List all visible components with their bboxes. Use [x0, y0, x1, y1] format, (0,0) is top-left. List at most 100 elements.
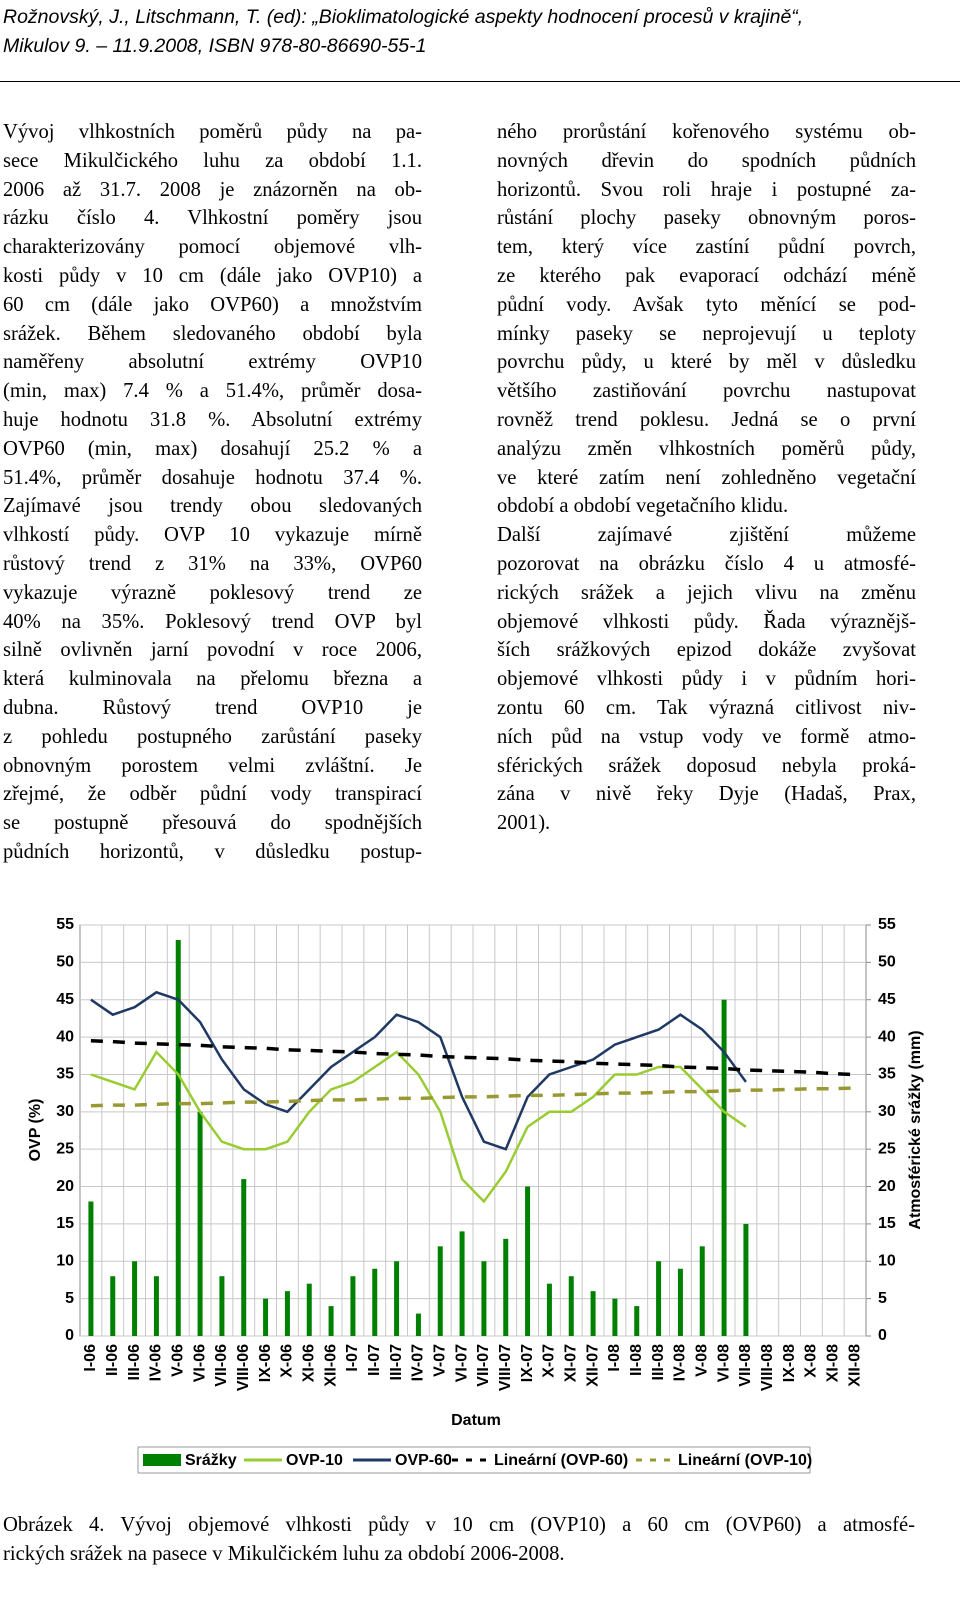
x-tick-label: V-08 [693, 1344, 710, 1377]
text-line: (min, max) 7.4 % a 51.4%, průměr dosa- [3, 380, 422, 403]
caption-line: rických srážek na pasece v Mikulčickém l… [3, 1542, 565, 1565]
text-column: Vývoj vlhkostních poměrů půdy na pa-sece… [3, 118, 422, 867]
text-line: růstový trend z 31% na 33%, OVP60 [3, 552, 422, 575]
x-tick-label: VI-07 [453, 1344, 470, 1382]
bar [503, 1238, 509, 1336]
y-tick-label: 30 [56, 1103, 74, 1120]
text-line: srážek. Během sledovaného období byla [3, 322, 422, 345]
text-line: půdní vody. Avšak tyto měnící se pod- [497, 293, 916, 316]
bar [677, 1268, 683, 1336]
x-tick-label: IV-07 [410, 1344, 427, 1381]
header-line: Rožnovský, J., Litschmann, T. (ed): „Bio… [3, 6, 804, 28]
x-tick-label: VI-06 [191, 1344, 208, 1382]
bar [88, 1201, 94, 1336]
text-line: zána v nivě řeky Dyje (Hadaš, Prax, [497, 783, 916, 806]
y-tick-label: 50 [56, 954, 74, 971]
y2-tick-label: 35 [878, 1066, 896, 1083]
text-line: Zajímavé jsou trendy obou sledovaných [3, 495, 422, 518]
x-tick-label: IV-06 [148, 1344, 165, 1381]
text-line: která kulminovala na přelomu března a [3, 668, 422, 691]
bar [634, 1306, 640, 1336]
text-line: pozorovat na obrázku číslo 4 u atmosfé- [497, 552, 916, 575]
header-line: Mikulov 9. – 11.9.2008, ISBN 978-80-8669… [3, 35, 427, 57]
text-line: tem, který více zastíní půdní povrch, [497, 236, 916, 259]
x-tick-label: II-08 [628, 1344, 645, 1376]
y2-tick-label: 25 [878, 1140, 896, 1157]
y-tick-label: 20 [56, 1178, 74, 1195]
x-tick-label: III-07 [388, 1344, 405, 1381]
y-tick-label: 25 [56, 1140, 74, 1157]
x-tick-label: II-07 [366, 1344, 383, 1376]
x-tick-label: III-06 [126, 1344, 143, 1381]
bar [372, 1268, 378, 1336]
y2-tick-label: 50 [878, 954, 896, 971]
x-tick-label: XII-07 [584, 1344, 601, 1387]
text-line: ších srážkových epizod dokáže zvyšovat [497, 639, 916, 662]
x-tick-label: VII-06 [213, 1344, 230, 1387]
bar [394, 1261, 400, 1336]
text-line: rických srážek a jejich vlivu na změnu [497, 581, 916, 604]
y-axis-label: OVP (%) [27, 1099, 44, 1162]
text-line: ze kterého pak evaporací odchází méně [497, 264, 916, 287]
x-tick-label: V-07 [431, 1344, 448, 1377]
legend-swatch [143, 1454, 181, 1466]
text-line: většího zastiňování povrchu nastupovat [497, 380, 916, 403]
trend-line [90, 1039, 856, 1077]
bar [415, 1313, 421, 1336]
caption: Obrázek 4. Vývoj objemové vlhkosti půdy … [3, 1511, 915, 1569]
text-line: novných dřevin do spodních půdních [497, 149, 916, 172]
text-line: ních půd na vstup vody ve formě atmo- [497, 725, 916, 748]
bar [568, 1276, 574, 1336]
y2-tick-label: 10 [878, 1252, 896, 1269]
x-tick-label: VI-08 [715, 1344, 732, 1382]
text-line: rovněž trend poklesu. Jedná se o první [497, 408, 916, 431]
bar [612, 1298, 618, 1336]
bar [241, 1179, 247, 1336]
bar [743, 1223, 749, 1336]
legend-label: OVP-10 [286, 1452, 343, 1469]
x-tick-label: X-08 [803, 1344, 820, 1378]
text-line: období a období vegetačního klidu. [497, 495, 789, 518]
bar [219, 1276, 225, 1336]
bar [175, 939, 181, 1336]
x-tick-label: XII-06 [322, 1344, 339, 1387]
bar [350, 1276, 356, 1336]
text-line: ve které zatím není zohledněno vegetační [497, 466, 916, 489]
bar [481, 1261, 487, 1336]
bar [132, 1261, 138, 1336]
bar [437, 1246, 443, 1336]
x-tick-label: VIII-07 [497, 1344, 514, 1391]
text-column: ného prorůstání kořenového systému ob-no… [497, 118, 916, 838]
x-tick-label: I-06 [82, 1344, 99, 1372]
y2-axis-label: Atmosférické srážky (mm) [907, 1030, 924, 1229]
text-line: povrchu půdy, u které by měl v důsledku [497, 351, 916, 374]
y2-tick-label: 15 [878, 1215, 896, 1232]
text-line: růstání plochy paseky obnovným poros- [497, 207, 916, 230]
text-line: silně ovlivněn jarní povodní v roce 2006… [3, 639, 422, 662]
x-axis-label: Datum [451, 1412, 501, 1429]
text-line: naměřeny absolutní extrémy OVP10 [3, 351, 422, 374]
text-line: analýzu změn vlhkostních poměrů půdy, [497, 437, 916, 460]
text-line: mínky paseky se neprojevují u teploty [497, 322, 916, 345]
y2-tick-label: 5 [878, 1290, 887, 1307]
y-tick-label: 0 [65, 1327, 74, 1344]
text-line: 60 cm (dále jako OVP60) a množstvím [3, 293, 422, 316]
y2-tick-label: 40 [878, 1028, 896, 1045]
line [90, 990, 747, 1151]
x-tick-label: IV-08 [672, 1344, 689, 1381]
bar [525, 1186, 531, 1336]
x-tick-label: I-08 [606, 1344, 623, 1372]
legend-label: Lineární (OVP-10) [678, 1452, 812, 1469]
y-tick-label: 5 [65, 1290, 74, 1307]
header-rule [0, 81, 960, 82]
y-tick-label: 10 [56, 1252, 74, 1269]
text-line: huje hodnotu 31.8 %. Absolutní extrémy [3, 408, 422, 431]
text-line: horizontů. Svou roli hraje i postupné za… [497, 178, 916, 201]
x-tick-label: IX-06 [257, 1344, 274, 1382]
text-line: 2001). [497, 812, 551, 835]
bar [459, 1231, 465, 1336]
bar [284, 1291, 290, 1336]
text-line: kosti půdy v 10 cm (dále jako OVP10) a [3, 264, 422, 287]
y-tick-label: 35 [56, 1066, 74, 1083]
y2-tick-label: 0 [878, 1327, 887, 1344]
